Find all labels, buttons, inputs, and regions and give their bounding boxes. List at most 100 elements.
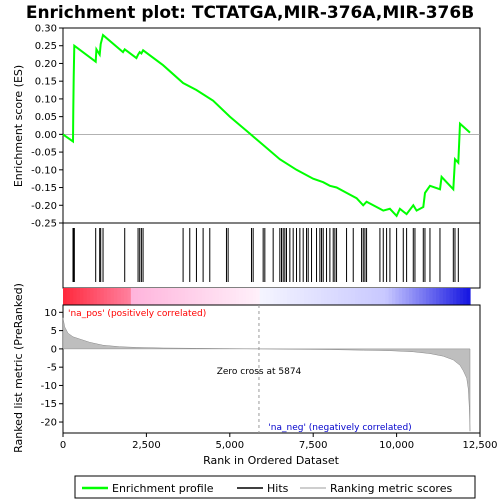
- rank-color-band-segment: [86, 288, 91, 305]
- rank-color-band-segment: [459, 288, 464, 305]
- rank-color-band-segment: [66, 288, 71, 305]
- rank-color-band-segment: [466, 288, 471, 305]
- rank-color-band-segment: [324, 288, 329, 305]
- rank-color-band-segment: [185, 288, 190, 305]
- rank-color-band-segment: [195, 288, 200, 305]
- rank-color-band-segment: [347, 288, 352, 305]
- es-tick-label: -0.25: [31, 219, 57, 230]
- rank-color-band-segment: [273, 288, 278, 305]
- rank-color-band-segment: [205, 288, 210, 305]
- rank-color-band-segment: [151, 288, 156, 305]
- rank-color-band-segment: [168, 288, 173, 305]
- metric-tick-label: 5: [51, 326, 57, 337]
- rank-color-band-segment: [93, 288, 98, 305]
- rank-color-band-segment: [385, 288, 390, 305]
- rank-color-band-segment: [320, 288, 325, 305]
- es-tick-label: 0.25: [35, 41, 57, 52]
- rank-color-band-segment: [79, 288, 84, 305]
- x-tick-label: 0: [60, 440, 66, 451]
- rank-color-band-segment: [141, 288, 145, 305]
- x-tick-label: 12,500: [463, 440, 498, 451]
- rank-color-band-segment: [364, 288, 369, 305]
- rank-color-band-segment: [391, 288, 396, 305]
- rank-color-band-segment: [283, 288, 288, 305]
- rank-color-band-segment: [212, 288, 217, 305]
- chart-title: Enrichment plot: TCTATGA,MIR-376A,MIR-37…: [26, 3, 474, 23]
- rank-color-band-segment: [229, 288, 234, 305]
- rank-color-band-segment: [256, 288, 261, 305]
- rank-color-band-segment: [313, 288, 318, 305]
- rank-color-band-segment: [449, 288, 454, 305]
- rank-color-band-segment: [442, 288, 447, 305]
- rank-color-band-segment: [402, 288, 407, 305]
- rank-color-band-segment: [429, 288, 434, 305]
- rank-color-band-segment: [246, 288, 251, 305]
- x-tick-label: 5,000: [215, 440, 244, 451]
- rank-color-band-segment: [439, 288, 444, 305]
- rank-color-band-segment: [286, 288, 291, 305]
- rank-color-band-segment: [344, 288, 349, 305]
- x-tick-label: 7,500: [299, 440, 328, 451]
- rank-color-band-segment: [208, 288, 213, 305]
- rank-color-band-segment: [252, 288, 257, 305]
- rank-color-band-segment: [239, 288, 244, 305]
- rank-color-band-segment: [422, 288, 427, 305]
- rank-color-band-segment: [69, 288, 74, 305]
- rank-color-band-segment: [415, 288, 420, 305]
- es-panel-frame: [62, 27, 481, 224]
- rank-color-band-segment: [303, 288, 308, 305]
- rank-color-band-segment: [178, 288, 183, 305]
- rank-color-band-segment: [147, 288, 152, 305]
- es-tick-label: 0.15: [35, 77, 57, 88]
- rank-color-band-segment: [432, 288, 437, 305]
- hits-panel-frame: [62, 222, 481, 289]
- metric-tick-label: 0: [51, 344, 57, 355]
- rank-color-band-segment: [381, 288, 386, 305]
- rank-color-band-segment: [164, 288, 169, 305]
- rank-color-band-segment: [405, 288, 410, 305]
- rank-color-band-segment: [334, 288, 339, 305]
- neg-correlation-label: 'na_neg' (negatively correlated): [268, 423, 411, 433]
- es-tick-label: -0.15: [31, 183, 57, 194]
- es-tick-label: -0.10: [31, 165, 57, 176]
- rank-color-band-segment: [368, 288, 373, 305]
- rank-color-band-segment: [110, 288, 115, 305]
- rank-color-band-segment: [215, 288, 220, 305]
- rank-color-band-segment: [351, 288, 356, 305]
- rank-color-band-segment: [124, 288, 129, 305]
- legend-profile-label: Enrichment profile: [112, 482, 214, 495]
- rank-color-band-segment: [354, 288, 359, 305]
- rank-color-band-segment: [378, 288, 383, 305]
- legend-hits-label: Hits: [267, 482, 289, 495]
- rank-color-band-segment: [120, 288, 125, 305]
- rank-color-band-segment: [327, 288, 332, 305]
- ranking-metric-area: [62, 317, 471, 432]
- es-tick-label: 0.10: [35, 94, 57, 105]
- rank-color-band-segment: [293, 288, 298, 305]
- rank-color-band-segment: [297, 288, 302, 305]
- rank-color-band-segment: [63, 288, 67, 305]
- rank-color-band-segment: [134, 288, 139, 305]
- rank-color-band-segment: [280, 288, 285, 305]
- rank-color-band-segment: [425, 288, 430, 305]
- rank-color-band-segment: [137, 288, 142, 305]
- rank-color-band-segment: [225, 288, 230, 305]
- rank-color-band-segment: [198, 288, 203, 305]
- rank-color-band-segment: [341, 288, 346, 305]
- rank-color-band-segment: [130, 288, 135, 305]
- rank-color-band-segment: [100, 288, 105, 305]
- rank-color-band-segment: [408, 288, 413, 305]
- rank-color-band-segment: [232, 288, 237, 305]
- pos-correlation-label: 'na_pos' (positively correlated): [68, 309, 206, 319]
- rank-color-band-segment: [202, 288, 207, 305]
- rank-color-band-segment: [358, 288, 363, 305]
- rank-color-band-segment: [307, 288, 312, 305]
- rank-color-band-segment: [269, 288, 274, 305]
- metric-tick-label: -15: [41, 399, 57, 410]
- es-tick-label: -0.20: [31, 201, 57, 212]
- es-tick-label: 0.30: [35, 24, 57, 35]
- metric-tick-label: -20: [41, 418, 57, 429]
- rank-color-band-segment: [263, 288, 268, 305]
- x-tick-label: 10,000: [379, 440, 414, 451]
- legend-metric-label: Ranking metric scores: [330, 482, 452, 495]
